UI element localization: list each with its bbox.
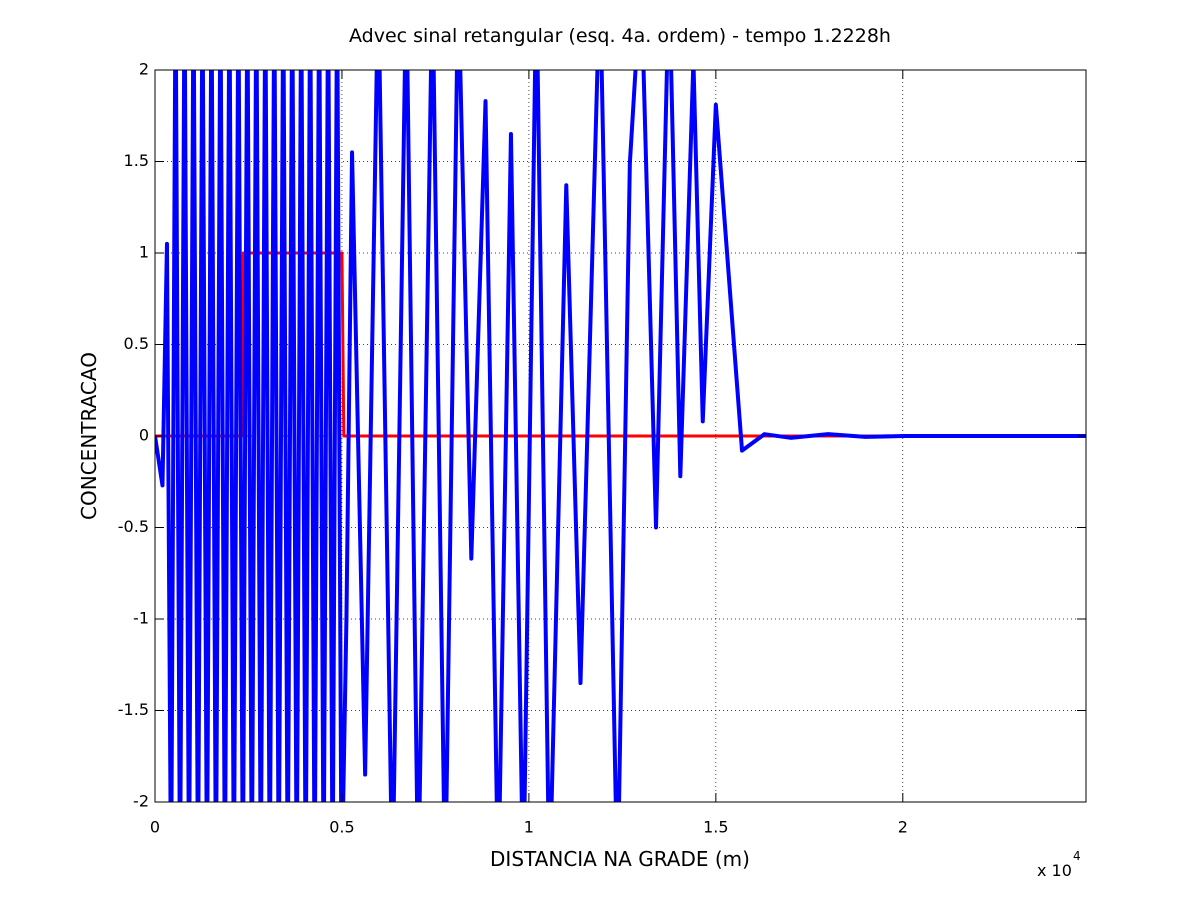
x-axis-label: DISTANCIA NA GRADE (m) [490, 847, 750, 871]
x-tick-label: 0 [150, 818, 160, 837]
y-tick-label: -2 [133, 792, 149, 811]
y-tick-label: -1.5 [118, 700, 149, 719]
y-axis-label: CONCENTRACAO [77, 352, 101, 520]
y-tick-label: 2 [139, 60, 149, 79]
x-tick-label: 2 [898, 818, 908, 837]
x-tick-label: 1 [524, 818, 534, 837]
y-tick-label: -0.5 [118, 517, 149, 536]
chart-title: Advec sinal retangular (esq. 4a. ordem) … [349, 25, 891, 47]
y-tick-label: 1 [139, 243, 149, 262]
y-tick-label: 0.5 [124, 334, 149, 353]
x-scale-exponent: 4 [1073, 849, 1081, 863]
y-tick-label: 1.5 [124, 151, 149, 170]
y-tick-label: 0 [139, 426, 149, 445]
y-tick-label: -1 [133, 609, 149, 628]
x-tick-label: 1.5 [703, 818, 728, 837]
x-scale-base: x 10 [1037, 861, 1072, 880]
ticks: 0 0.5 1 1.5 2 -2 -1.5 -1 -0.5 0 0.5 1 1.5 2 [118, 60, 1086, 837]
x-tick-label: 0.5 [329, 818, 354, 837]
